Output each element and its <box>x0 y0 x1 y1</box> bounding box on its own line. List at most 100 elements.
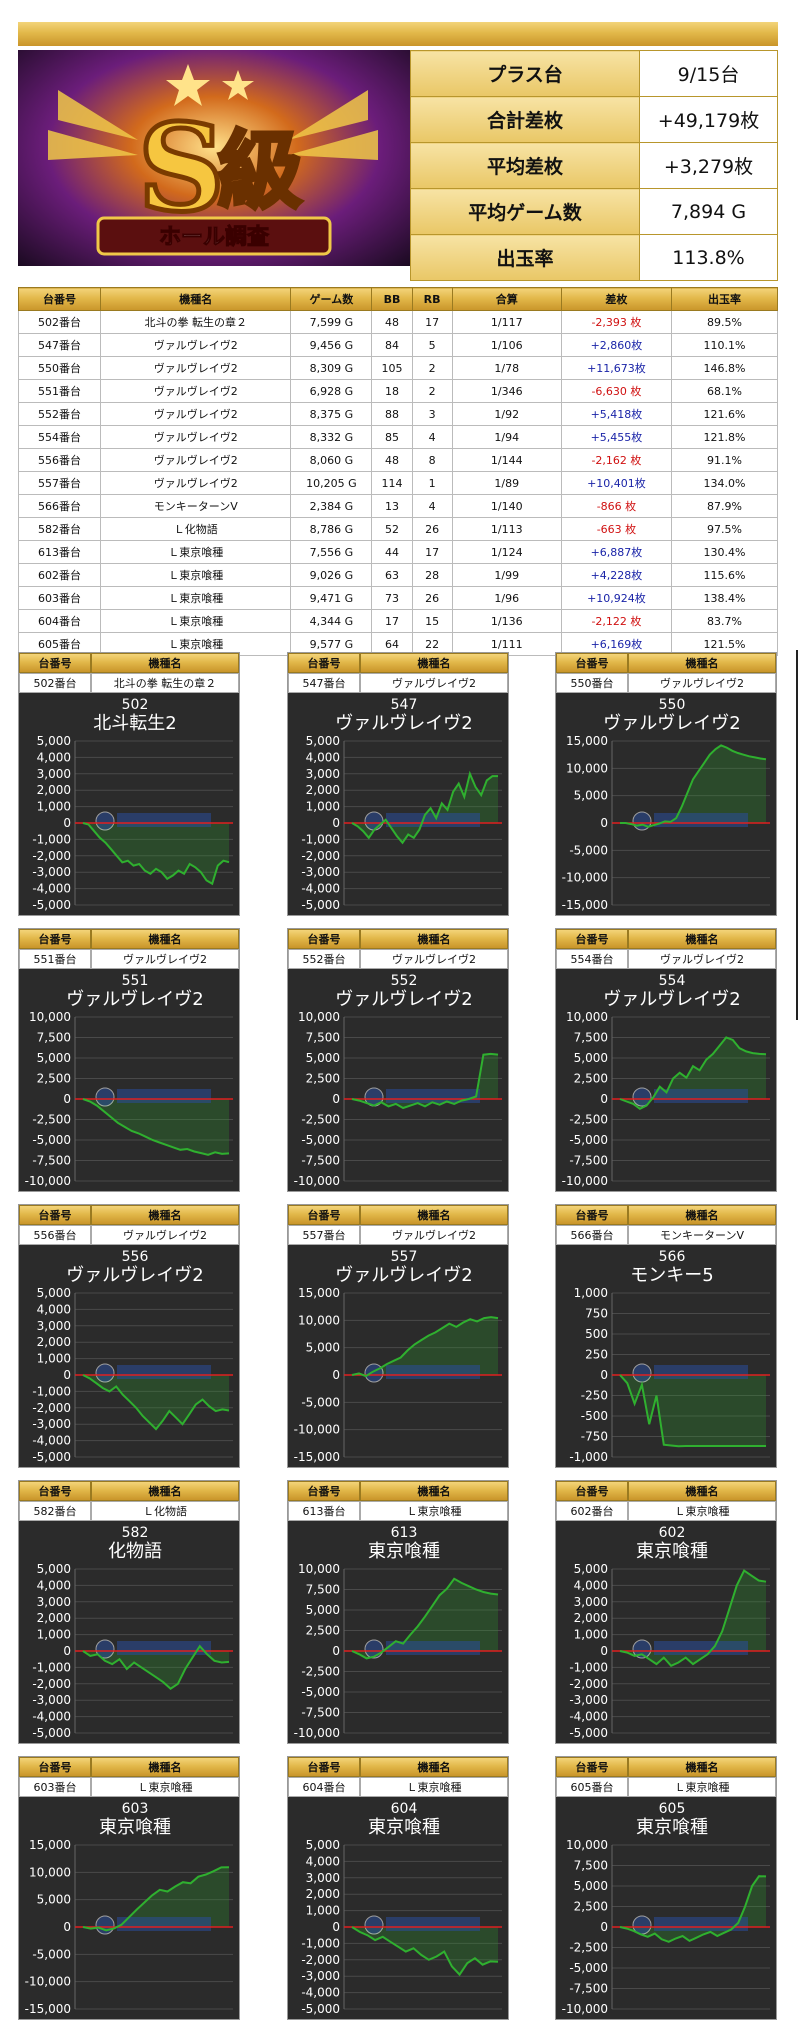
y-tick-label: -7,500 <box>301 1154 340 1168</box>
table-cell: +10,924枚 <box>560 586 672 610</box>
column-header: 台番号 <box>17 287 102 311</box>
graph-subtitle: 東京喰種 <box>636 1817 708 1838</box>
table-row: 557番台 ヴァルヴレイヴ2 10,205 G 114 1 1/89 +10,401枚 134… <box>17 471 779 495</box>
panel-info-row: 602番台 Ｌ東京喰種 <box>556 1501 776 1521</box>
panel-header-cell: 台番号 <box>556 1757 628 1777</box>
graph-subtitle: モンキー5 <box>630 1265 713 1286</box>
panel-info-row: 547番台 ヴァルヴレイヴ2 <box>288 673 508 693</box>
y-tick-label: -1,000 <box>569 1660 608 1674</box>
panel-info-cell: 551番台 <box>19 949 91 969</box>
slump-area <box>352 773 498 843</box>
table-cell: 1/346 <box>451 379 562 403</box>
slump-graph: 554 ヴァルヴレイヴ2 10,000 7,500 5,000 2,500 0 -2,500 -… <box>556 969 776 1191</box>
watermark-plate <box>386 1365 480 1379</box>
table-cell: -2,393 枚 <box>560 310 672 334</box>
table-cell: 4 <box>411 494 453 518</box>
table-cell: 121.6% <box>670 402 779 426</box>
y-tick-label: 750 <box>585 1307 608 1321</box>
y-tick-label: -10,000 <box>562 1174 608 1188</box>
table-row: 551番台 ヴァルヴレイヴ2 6,928 G 18 2 1/346 -6,630 枚 68.1… <box>17 379 779 403</box>
y-tick-label: -4,000 <box>301 882 340 896</box>
panel-info-cell: 北斗の拳 転生の章２ <box>91 673 239 693</box>
slump-line <box>351 770 498 845</box>
summary-value: 113.8% <box>639 234 778 281</box>
panel-info-row: 582番台 Ｌ化物語 <box>19 1501 239 1521</box>
table-cell: 13 <box>371 494 413 518</box>
y-tick-label: 0 <box>63 1920 71 1934</box>
table-cell: -6,630 枚 <box>560 379 672 403</box>
table-cell: 1/144 <box>451 448 562 472</box>
y-tick-label: 5,000 <box>306 1603 340 1617</box>
y-tick-label: -5,000 <box>301 1133 340 1147</box>
watermark-icon <box>95 811 115 831</box>
panel-info-cell: Ｌ東京喰種 <box>628 1777 776 1797</box>
y-tick-label: -7,500 <box>32 1154 71 1168</box>
slump-area <box>352 1927 498 1975</box>
slump-area <box>83 823 229 884</box>
y-tick-label: 4,000 <box>306 750 340 764</box>
y-tick-label: -5,000 <box>569 1961 608 1975</box>
y-tick-label: -7,500 <box>301 1706 340 1720</box>
table-cell: 604番台 <box>17 609 102 633</box>
y-tick-label: 3,000 <box>306 767 340 781</box>
y-tick-label: 5,000 <box>574 1879 608 1893</box>
hall-survey-logo: S 級 ホール調査 <box>18 50 410 266</box>
panel-header: 台番号 機種名 <box>556 1481 776 1501</box>
graph-title: 566 <box>659 1249 686 1265</box>
panel-header-cell: 機種名 <box>360 929 508 949</box>
y-tick-label: 3,000 <box>37 1595 71 1609</box>
summary-row: 平均ゲーム数 7,894 G <box>410 188 778 235</box>
y-tick-label: 4,000 <box>37 750 71 764</box>
table-cell: 1/96 <box>451 586 562 610</box>
y-tick-label: 1,000 <box>37 1352 71 1366</box>
machine-graph-panel: 台番号 機種名 557番台 ヴァルヴレイヴ2 557 ヴァルヴレイヴ2 15,000 10,0… <box>287 1204 509 1468</box>
panel-header: 台番号 機種名 <box>19 929 239 949</box>
y-tick-label: 0 <box>332 816 340 830</box>
y-tick-label: -3,000 <box>301 1969 340 1983</box>
y-tick-label: 2,500 <box>574 1072 608 1086</box>
table-cell: 1/94 <box>451 425 562 449</box>
panel-info-cell: Ｌ東京喰種 <box>91 1777 239 1797</box>
panel-info-cell: 602番台 <box>556 1501 628 1521</box>
table-cell: 8,332 G <box>290 425 373 449</box>
table-cell: 557番台 <box>17 471 102 495</box>
slump-graph: 556 ヴァルヴレイヴ2 5,000 4,000 3,000 2,000 1,000 0 -1,… <box>19 1245 239 1467</box>
y-tick-label: -10,000 <box>25 1975 71 1989</box>
panel-header: 台番号 機種名 <box>19 1757 239 1777</box>
y-tick-label: 2,500 <box>306 1624 340 1638</box>
y-tick-label: 2,000 <box>306 783 340 797</box>
slump-area <box>83 1375 229 1430</box>
panel-header: 台番号 機種名 <box>288 653 508 673</box>
y-tick-label: -5,000 <box>32 1450 71 1464</box>
column-header: 差枚 <box>560 287 672 311</box>
summary-label: 合計差枚 <box>410 96 640 143</box>
panel-header-cell: 台番号 <box>556 653 628 673</box>
y-tick-label: 0 <box>63 816 71 830</box>
graph-title: 602 <box>659 1525 686 1541</box>
table-cell: -866 枚 <box>560 494 672 518</box>
y-tick-label: 0 <box>600 1092 608 1106</box>
table-cell: 17 <box>371 609 413 633</box>
table-row: 604番台 Ｌ東京喰種 4,344 G 17 15 1/136 -2,122 枚 83.7% <box>17 609 779 633</box>
table-cell: 110.1% <box>670 333 779 357</box>
panel-info-cell: Ｌ東京喰種 <box>360 1501 508 1521</box>
y-tick-label: 3,000 <box>37 767 71 781</box>
summary-value: +3,279枚 <box>639 142 778 189</box>
panel-header: 台番号 機種名 <box>288 1757 508 1777</box>
table-cell: 5 <box>411 333 453 357</box>
slump-graph: 551 ヴァルヴレイヴ2 10,000 7,500 5,000 2,500 0 -2,500 -… <box>19 969 239 1191</box>
y-tick-label: 5,000 <box>574 1562 608 1576</box>
watermark-icon <box>632 1363 652 1383</box>
panel-info-cell: 613番台 <box>288 1501 360 1521</box>
panel-header-cell: 台番号 <box>19 1205 91 1225</box>
panel-header-cell: 台番号 <box>19 929 91 949</box>
y-tick-label: -15,000 <box>294 1450 340 1464</box>
y-tick-label: -2,000 <box>301 1953 340 1967</box>
y-tick-label: 0 <box>63 1092 71 1106</box>
watermark-plate <box>386 813 480 827</box>
panel-info-cell: ヴァルヴレイヴ2 <box>360 673 508 693</box>
panel-header-cell: 機種名 <box>360 1481 508 1501</box>
